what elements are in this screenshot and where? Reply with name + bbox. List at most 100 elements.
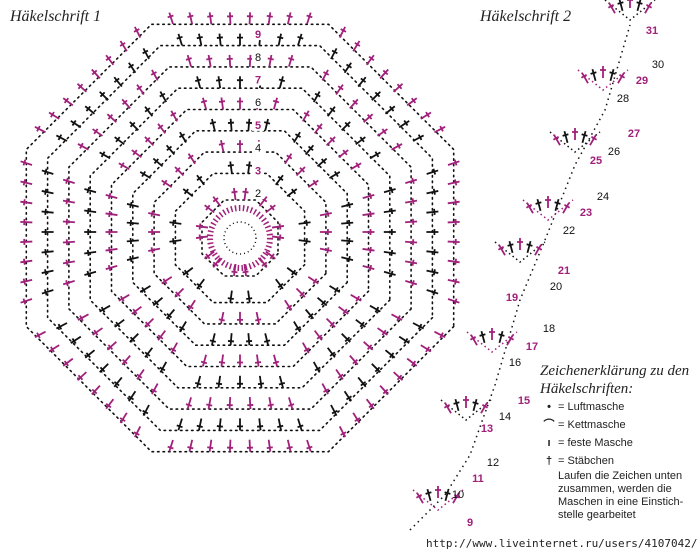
double-crochet-stitch [405,280,418,287]
double-crochet-stitch [257,418,264,431]
row-label-16: 16 [509,357,521,369]
row-label-29: 29 [636,75,648,87]
double-crochet-stitch [105,246,118,254]
double-crochet-stitch [405,239,418,246]
row-label-14: 14 [499,411,511,423]
double-crochet-stitch [489,328,495,340]
double-crochet-stitch [159,361,168,373]
double-crochet-stitch [277,418,284,431]
double-crochet-stitch [362,210,375,218]
double-crochet-stitch [212,257,222,268]
double-crochet-stitch [562,130,569,144]
double-crochet-stitch [129,121,139,131]
double-crochet-stitch [349,355,359,366]
double-crochet-stitch [284,153,293,165]
double-crochet-stitch [383,270,396,278]
double-crochet-stitch [338,149,349,159]
double-crochet-stitch [218,140,225,153]
chain-round-2 [174,172,306,304]
double-crochet-stitch [379,385,389,396]
double-crochet-stitch [325,136,336,147]
center-ring [207,205,273,271]
double-crochet-stitch [447,179,460,186]
double-crochet-stitch [148,229,161,236]
double-crochet-stitch [335,369,344,380]
double-crochet-stitch [182,188,194,197]
double-crochet-stitch [185,54,192,67]
double-crochet-stitch [196,418,203,431]
chart1-title: Häkelschrift 1 [10,8,102,25]
double-crochet-stitch [506,334,515,346]
row-label-3: 3 [255,165,261,177]
double-crochet-stitch [131,305,142,315]
double-crochet-stitch [267,397,274,410]
double-crochet-stitch [319,229,332,236]
row-label-20: 20 [550,281,562,293]
double-crochet-stitch [325,317,336,328]
double-crochet-stitch [99,363,109,373]
double-crochet-stitch [41,208,54,215]
double-crochet-stitch [105,192,118,200]
double-crochet-stitch [105,264,118,272]
double-crochet-stitch [426,188,439,195]
double-crochet-stitch [286,188,298,197]
double-crochet-stitch [272,354,280,367]
legend-item-single: ı = feste Masche [540,434,698,452]
double-crochet-stitch [62,218,75,225]
double-crochet-stitch [341,201,354,209]
double-crochet-stitch [246,161,253,174]
double-crochet-stitch [383,186,396,194]
double-crochet-stitch [133,426,142,438]
double-crochet-stitch [319,210,332,217]
double-crochet-stitch [357,76,367,88]
double-crochet-stitch [384,349,396,359]
double-crochet-stitch [227,12,234,25]
double-crochet-stitch [20,219,33,226]
double-crochet-stitch [114,136,125,146]
double-crochet-stitch [426,168,439,175]
double-crochet-stitch [644,2,653,14]
row-label-bg [252,28,264,41]
double-crochet-stitch [200,354,208,367]
double-crochet-stitch [237,97,243,110]
double-crochet-stitch [231,187,238,201]
double-crochet-stitch [452,492,461,504]
double-crochet-stitch [70,120,82,129]
fan-chain [440,399,492,421]
double-crochet-stitch [20,258,33,265]
double-crochet-stitch [263,333,271,346]
double-crochet-stitch [245,333,253,346]
double-crochet-stitch [237,354,243,367]
double-crochet-stitch [62,280,75,287]
double-crochet-stitch [526,240,533,254]
double-crochet-stitch [319,247,332,254]
chain-round-5 [110,108,370,368]
double-crochet-stitch [420,344,432,353]
double-crochet-stitch [295,287,306,298]
row-label-2: 2 [255,188,261,200]
double-crochet-stitch [157,330,167,341]
double-crochet-stitch [426,208,439,215]
row-label-10: 10 [452,489,464,501]
row-label-bg [252,50,264,63]
double-crochet-stitch [144,106,154,117]
double-crochet-stitch [91,68,101,79]
double-crochet-stitch [128,62,137,74]
double-crochet-stitch [121,98,131,109]
row-label-7: 7 [255,75,261,87]
double-crochet-stitch [106,341,117,351]
double-crochet-stitch [275,174,284,186]
double-crochet-stitch [215,375,223,388]
row-label-bg [252,141,264,154]
double-crochet-stitch [148,210,161,217]
row-label-13: 13 [481,423,493,435]
double-crochet-stitch [352,40,361,52]
double-crochet-stitch [263,118,271,131]
double-crochet-stitch [118,162,130,170]
double-crochet-stitch [357,376,367,388]
double-crochet-stitch [237,76,243,89]
double-crochet-stitch [266,12,273,25]
double-crochet-stitch [245,118,253,131]
double-crochet-stitch [84,349,96,359]
double-crochet-stitch [139,285,151,294]
